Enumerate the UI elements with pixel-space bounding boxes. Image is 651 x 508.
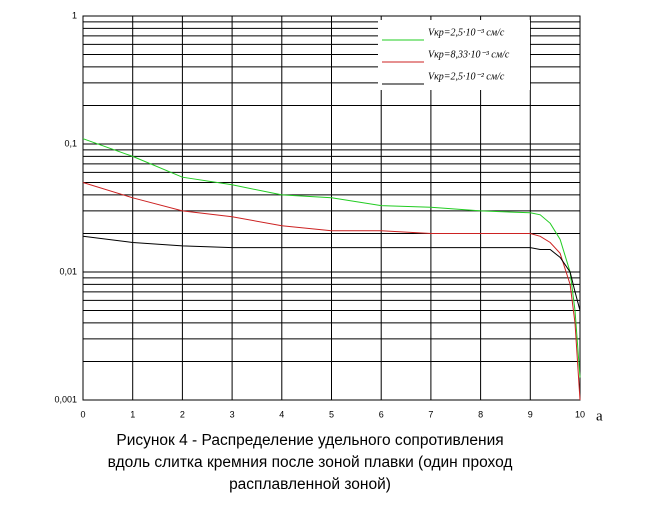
caption: Рисунок 4 - Распределение удельного сопр…: [116, 432, 503, 449]
plot-border: [82, 15, 581, 401]
x-tick-label: 0: [80, 409, 85, 419]
series-line: [82, 182, 581, 401]
caption: вдоль слитка кремния после зоной плавки …: [108, 454, 513, 471]
series-line: [82, 235, 581, 311]
x-tick-label: 7: [428, 409, 433, 419]
legend-label: Vкр=2,5·10⁻² см/с: [428, 71, 505, 82]
annotation: а: [596, 408, 603, 424]
x-tick-label: 8: [478, 409, 483, 419]
x-tick-label: 3: [230, 409, 235, 419]
x-tick-label: 9: [528, 409, 533, 419]
x-tick-label: 4: [279, 409, 284, 419]
x-tick-label: 10: [575, 409, 585, 419]
legend-box: [378, 20, 530, 90]
x-tick-label: 2: [180, 409, 185, 419]
legend-label: Vкр=2,5·10⁻³ см/с: [428, 27, 505, 38]
y-tick-label: 0,01: [59, 266, 77, 276]
x-tick-label: 5: [329, 409, 334, 419]
y-tick-label: 1: [72, 10, 77, 20]
x-tick-label: 1: [130, 409, 135, 419]
x-tick-label: 6: [379, 409, 384, 419]
y-tick-label: 0,1: [64, 138, 77, 148]
series-line: [82, 138, 581, 378]
caption: расплавленной зоной): [229, 476, 391, 493]
y-tick-label: 0,001: [54, 394, 77, 404]
legend-label: Vкр=8,33·10⁻³ см/с: [428, 49, 510, 60]
